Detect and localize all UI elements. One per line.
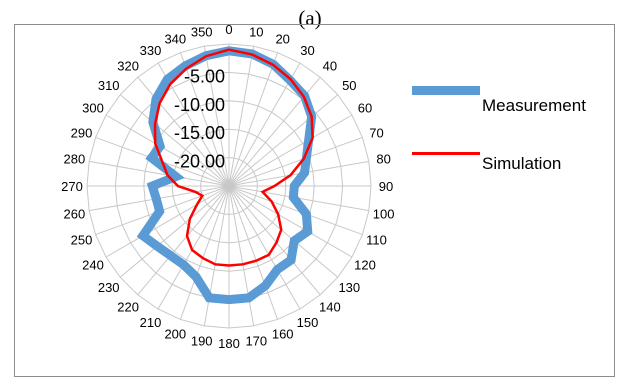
grid-spoke (203, 46, 230, 187)
legend-item-measurement: Measurement (412, 86, 612, 118)
angle-tick-label: 310 (98, 78, 120, 93)
grid-spoke (203, 185, 230, 326)
angle-tick-label: 10 (249, 24, 263, 39)
legend-label-simulation: Simulation (482, 154, 562, 173)
angle-tick-label: 200 (164, 327, 186, 342)
series-simulation-line (153, 48, 314, 267)
angle-tick-label: 110 (366, 233, 387, 248)
angle-tick-label: 350 (191, 24, 213, 39)
radial-tick-label: -10.00 (174, 95, 225, 115)
grid-spoke (228, 136, 363, 187)
angle-tick-label: 100 (373, 206, 395, 221)
angle-tick-label: 340 (164, 32, 186, 47)
grid-spoke (89, 160, 230, 187)
angle-tick-label: 180 (218, 336, 240, 351)
grid-spoke (228, 185, 363, 236)
grid-spoke (228, 185, 339, 278)
radial-tick-label: -5.00 (184, 66, 225, 86)
angle-tick-label: 50 (342, 78, 356, 93)
grid-spoke (105, 185, 230, 258)
angle-tick-label: 60 (358, 101, 372, 116)
legend-swatch-simulation (412, 152, 480, 155)
grid-spoke (228, 185, 301, 310)
grid-spoke (157, 185, 230, 310)
angle-tick-label: 30 (300, 43, 314, 58)
angle-tick-label: 210 (140, 315, 162, 330)
legend-item-simulation: Simulation (412, 150, 612, 180)
angle-tick-label: 70 (369, 125, 383, 140)
grid-spoke (179, 185, 230, 320)
series-measurement-line (136, 46, 317, 305)
chart-frame (14, 24, 615, 377)
angle-tick-label: 40 (323, 59, 337, 74)
grid-spoke (228, 185, 279, 320)
grid-spoke (105, 114, 230, 187)
angle-tick-label: 230 (98, 280, 120, 295)
grid-spoke (228, 46, 255, 187)
angle-tick-label: 290 (71, 125, 93, 140)
angle-tick-label: 150 (297, 315, 319, 330)
grid-spoke (179, 52, 230, 187)
angle-tick-label: 80 (376, 152, 390, 167)
grid-spoke (119, 94, 230, 187)
legend-label-measurement: Measurement (482, 96, 586, 115)
grid-spoke (119, 185, 230, 278)
angle-tick-label: 130 (338, 280, 360, 295)
angle-tick-label: 170 (245, 334, 267, 349)
grid-spoke (228, 185, 321, 296)
grid-spoke (228, 185, 255, 326)
radial-tick-labels: -5.00 -10.00 -15.00 -20.00 (174, 66, 225, 171)
angle-tick-label: 280 (64, 152, 86, 167)
angle-tick-label: 250 (71, 233, 93, 248)
angle-tick-label: 240 (82, 258, 104, 273)
legend-swatch-measurement (412, 86, 480, 95)
angle-tick-label: 320 (117, 59, 139, 74)
angle-tick-label: 330 (140, 43, 162, 58)
angle-tick-label: 90 (379, 179, 393, 194)
grid-spoke (228, 52, 279, 187)
radial-tick-label: -20.00 (174, 152, 225, 172)
grid-spoke (228, 94, 339, 187)
angle-tick-label: 190 (191, 334, 213, 349)
angle-tick-label: 300 (82, 101, 104, 116)
angle-tick-label: 0 (225, 22, 232, 37)
angle-tick-label: 140 (319, 299, 341, 314)
angle-tick-label: 270 (61, 179, 83, 194)
grid-spoke (228, 114, 353, 187)
grid-spoke (228, 185, 353, 258)
radial-tick-label: -15.00 (174, 123, 225, 143)
angle-tick-label: 20 (275, 32, 289, 47)
angle-tick-label: 160 (272, 327, 294, 342)
angle-tick-label: 220 (117, 299, 139, 314)
radar-grid (86, 43, 372, 329)
radar-series (136, 46, 317, 305)
angle-tick-label: 120 (354, 258, 376, 273)
grid-spoke (137, 185, 230, 296)
angle-tick-label: 260 (64, 206, 86, 221)
